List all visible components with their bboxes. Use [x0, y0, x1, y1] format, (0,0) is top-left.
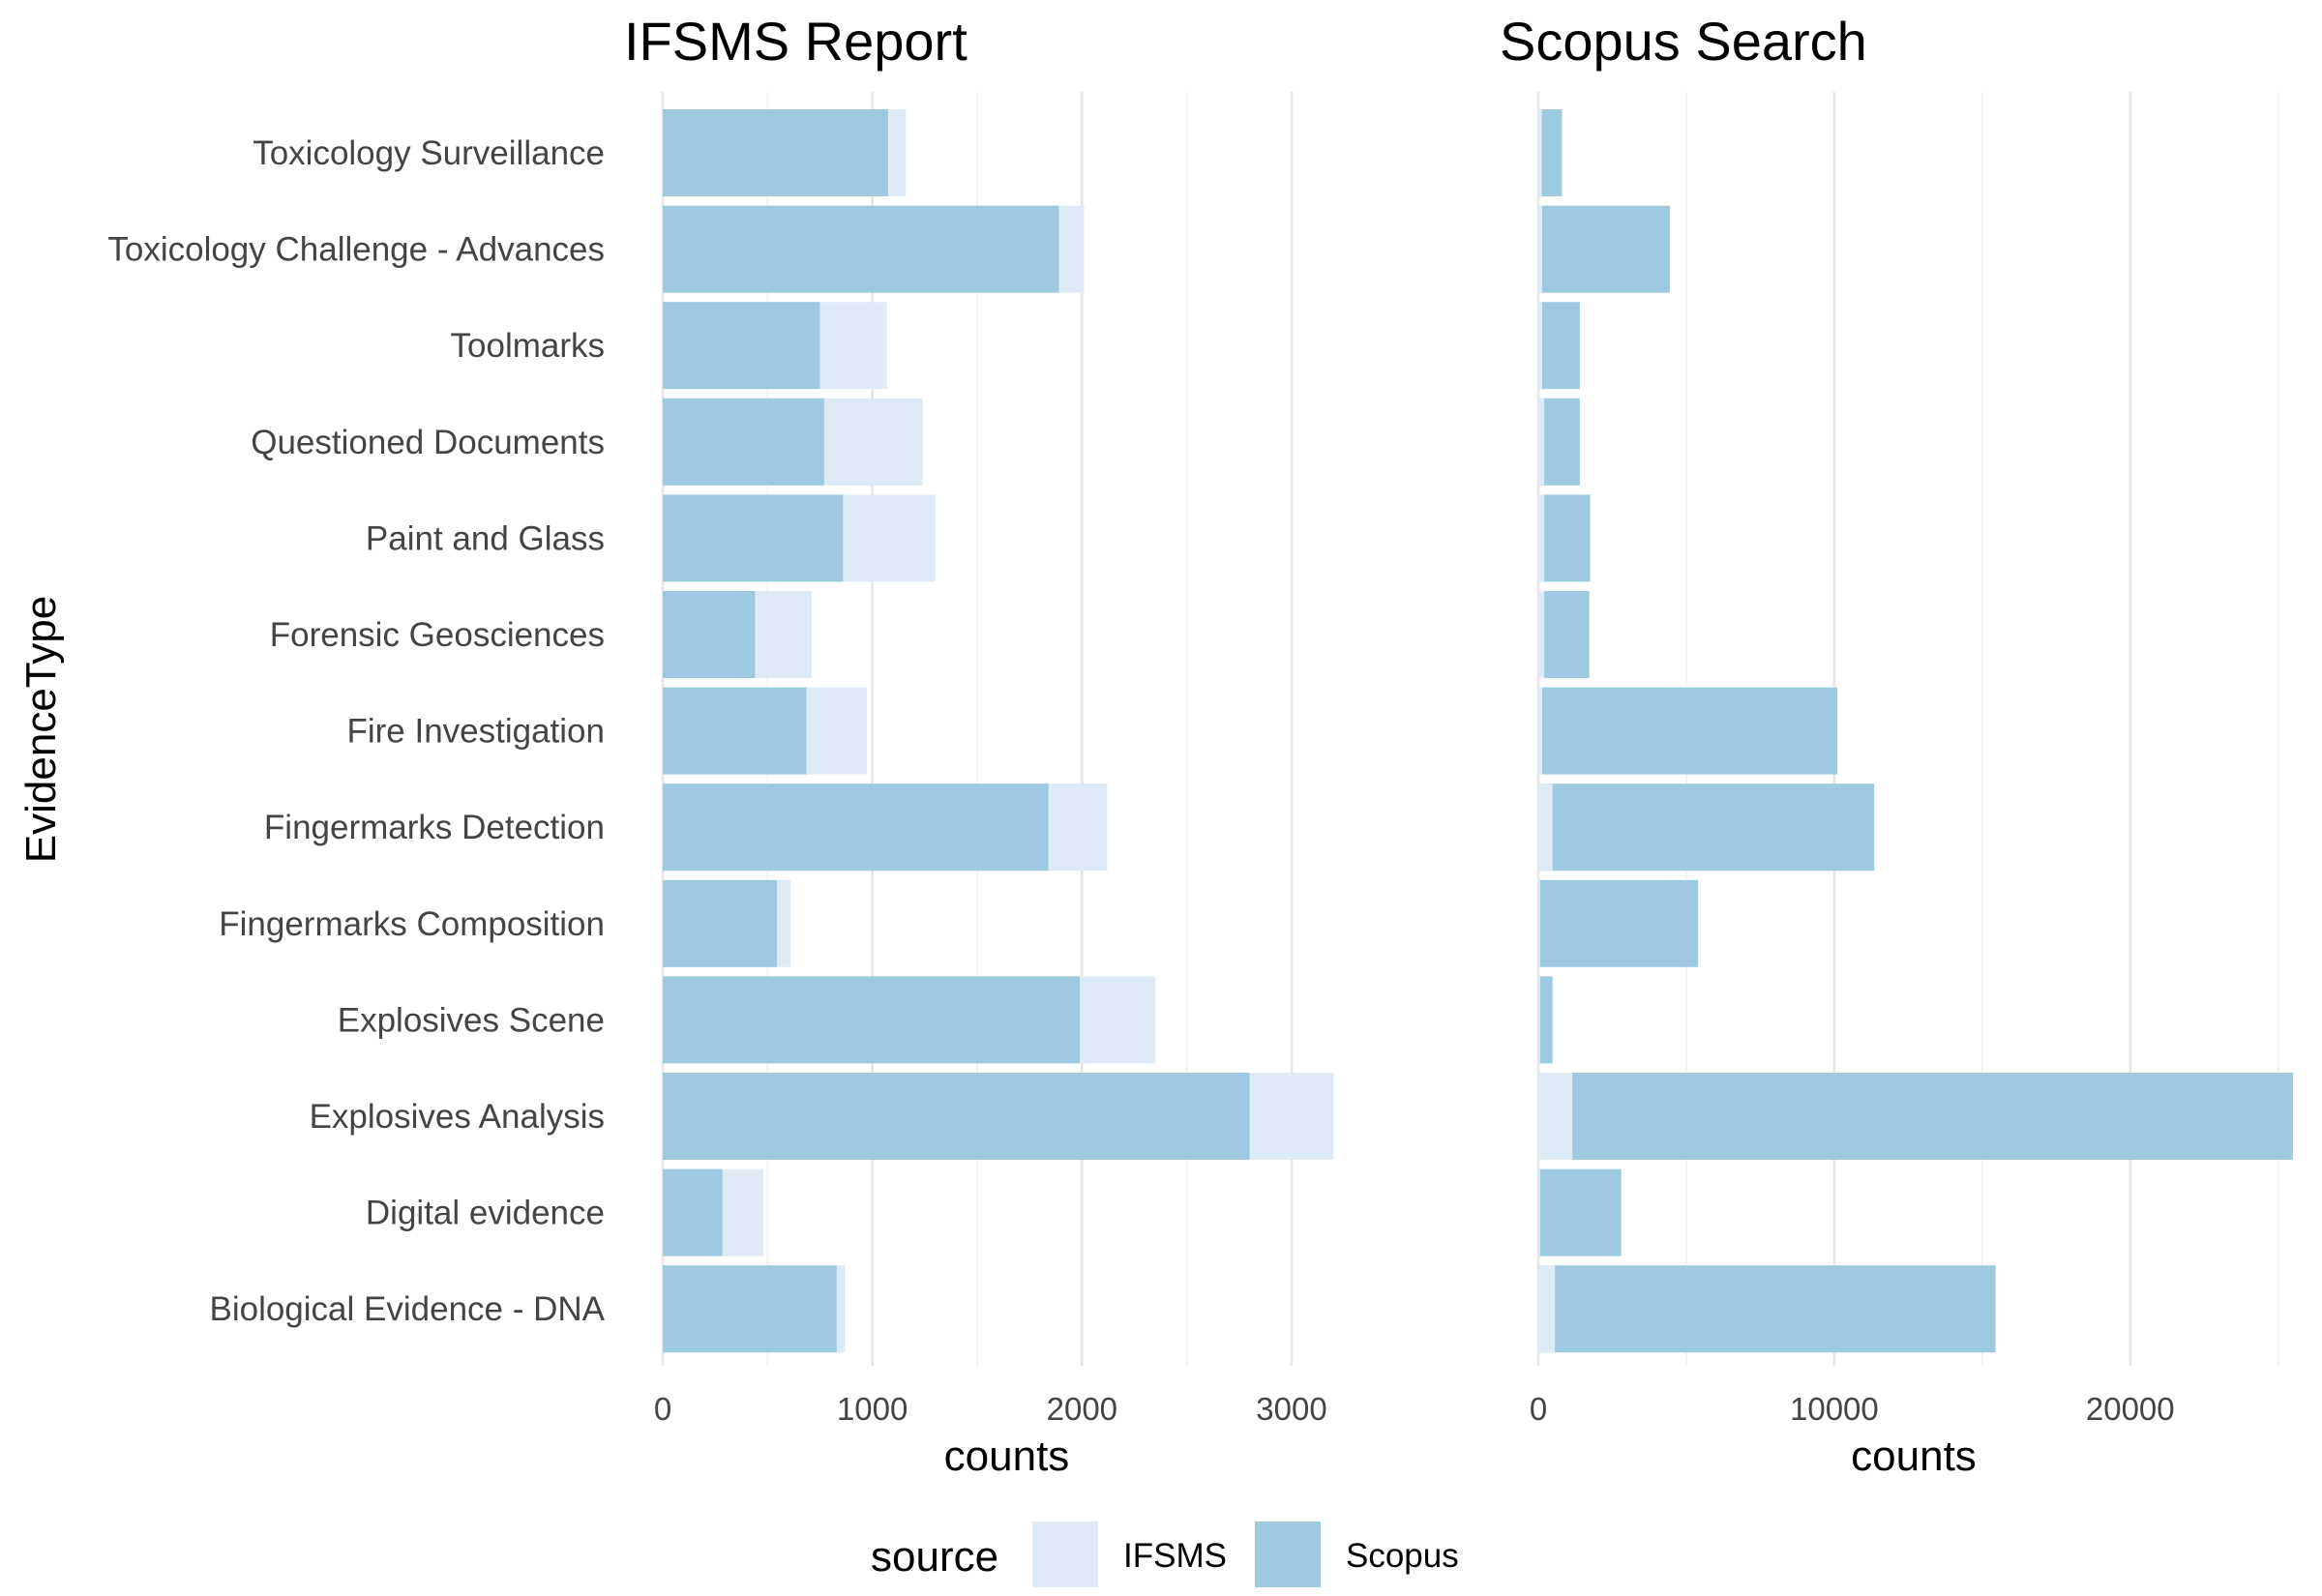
category-label: Toxicology Challenge - Advances [107, 231, 605, 269]
bar-scopus [663, 879, 778, 967]
bar-ifsms [1538, 398, 1545, 486]
bar-scopus [1538, 783, 1875, 872]
bar-ifsms [1538, 494, 1545, 582]
category-label: Questioned Documents [251, 424, 605, 461]
bar-ifsms [1538, 1265, 1556, 1353]
bar-scopus [1538, 879, 1699, 967]
bar-scopus [1538, 205, 1671, 293]
x-axis-title: counts [1851, 1433, 1977, 1480]
x-tick-label: 2000 [1047, 1391, 1117, 1427]
panel-title: IFSMS Report [624, 11, 968, 72]
legend-label-ifsms: IFSMS [1123, 1537, 1227, 1575]
bar-scopus [1538, 1073, 2293, 1160]
category-label: Fire Investigation [346, 713, 605, 751]
legend-key-scopus [1255, 1522, 1321, 1587]
x-tick-label: 3000 [1256, 1391, 1326, 1427]
bar-ifsms [1538, 687, 1542, 775]
bar-scopus [663, 205, 1059, 293]
bar-ifsms [1538, 1073, 1573, 1160]
x-axis-title: counts [944, 1433, 1070, 1480]
bar-scopus [1538, 398, 1580, 486]
legend-key-ifsms [1032, 1522, 1098, 1587]
bar-ifsms [1538, 879, 1540, 967]
category-label: Paint and Glass [366, 519, 605, 557]
bar-scopus [1538, 109, 1563, 196]
bar-ifsms [1538, 205, 1542, 293]
bar-scopus [1538, 687, 1837, 775]
bar-scopus [663, 109, 888, 196]
category-label: Forensic Geosciences [270, 616, 605, 654]
category-label: Explosives Analysis [310, 1098, 605, 1136]
bar-scopus [1538, 1265, 1996, 1353]
bar-ifsms [1538, 302, 1542, 390]
x-tick-label: 10000 [1790, 1391, 1879, 1427]
category-label: Toolmarks [451, 327, 605, 365]
bar-scopus [663, 783, 1049, 872]
category-label: Toxicology Surveillance [253, 134, 605, 172]
bar-scopus [663, 302, 820, 390]
bar-scopus [1538, 591, 1590, 678]
legend-label-scopus: Scopus [1346, 1537, 1459, 1575]
bar-scopus [1538, 494, 1591, 582]
category-label: Fingermarks Composition [219, 905, 605, 943]
bar-scopus [663, 1073, 1250, 1160]
bar-scopus [1538, 302, 1580, 390]
bar-scopus [1538, 1168, 1622, 1256]
x-tick-label: 1000 [837, 1391, 908, 1427]
bar-scopus [663, 1265, 837, 1353]
y-axis-title: EvidenceType [17, 596, 65, 863]
x-tick-label: 0 [1530, 1391, 1547, 1427]
x-tick-label: 0 [654, 1391, 671, 1427]
category-label: Fingermarks Detection [264, 809, 605, 846]
bar-ifsms [1538, 1168, 1540, 1256]
panel-title: Scopus Search [1500, 11, 1867, 72]
category-label: Biological Evidence - DNA [209, 1290, 605, 1328]
category-label: Digital evidence [366, 1195, 605, 1232]
bar-scopus [663, 976, 1081, 1064]
bar-scopus [1538, 976, 1553, 1064]
bar-scopus [663, 591, 756, 678]
bar-scopus [663, 1168, 723, 1256]
legend-title: source [871, 1533, 998, 1581]
bar-scopus [663, 687, 807, 775]
bar-ifsms [1538, 783, 1553, 872]
bar-ifsms [1538, 591, 1545, 678]
bar-scopus [663, 398, 824, 486]
category-label: Explosives Scene [338, 1001, 605, 1039]
bar-ifsms [1538, 976, 1540, 1064]
bar-ifsms [1538, 109, 1542, 196]
x-tick-label: 20000 [2086, 1391, 2175, 1427]
bar-scopus [663, 494, 844, 582]
